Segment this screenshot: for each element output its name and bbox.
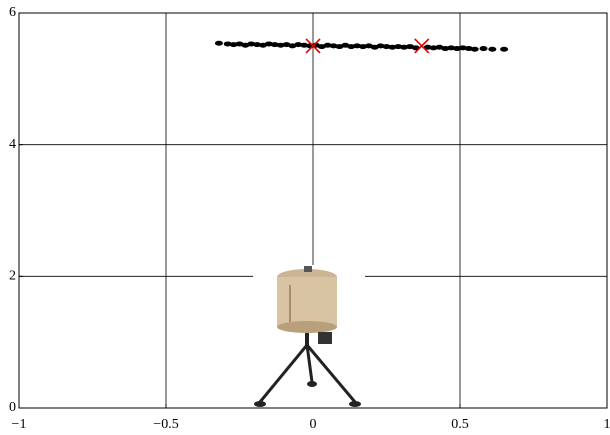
x-tick-label: 0.5 — [451, 417, 469, 432]
x-tick-label: −0.5 — [153, 417, 178, 432]
radar-base — [277, 321, 337, 333]
tripod-foot — [254, 401, 266, 407]
point — [471, 47, 479, 52]
x-tick-label: 0 — [310, 417, 317, 432]
y-tick-label: 6 — [9, 5, 16, 20]
y-tick-label: 2 — [9, 269, 16, 284]
point — [480, 46, 488, 51]
x-tick-label: −1 — [12, 417, 27, 432]
tripod-foot — [307, 381, 317, 387]
y-tick-label: 4 — [9, 137, 16, 152]
point — [500, 47, 508, 52]
page: {"chart_data": {"type": "scatter", "xlim… — [0, 0, 610, 435]
y-tick-label: 0 — [9, 400, 16, 415]
radar-knob — [304, 266, 312, 272]
chart: −1 −0.5 0 0.5 1 0 2 4 6 — [0, 0, 610, 435]
point — [215, 41, 223, 46]
point — [488, 47, 496, 52]
x-tick-label: 1 — [604, 417, 610, 432]
radar-body — [277, 277, 337, 327]
radar-box — [318, 332, 332, 344]
tripod-foot — [349, 401, 361, 407]
radar-image — [253, 265, 365, 411]
